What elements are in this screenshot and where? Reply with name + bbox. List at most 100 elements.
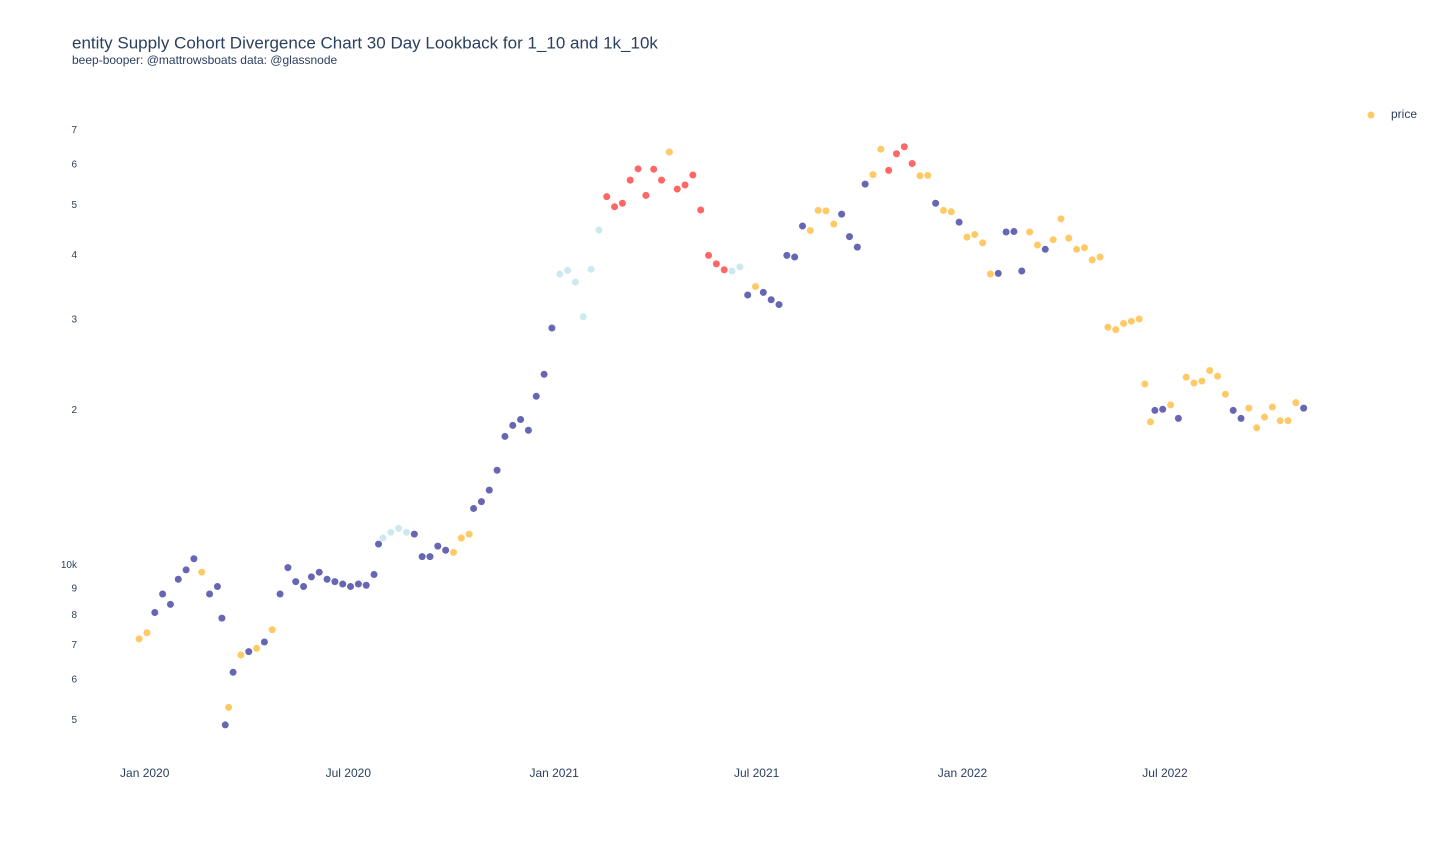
point bbox=[1159, 405, 1167, 413]
point bbox=[994, 269, 1002, 277]
point bbox=[1041, 245, 1049, 253]
point bbox=[268, 626, 276, 634]
y-tick-label: 7 bbox=[71, 125, 77, 136]
point bbox=[900, 143, 908, 151]
point bbox=[814, 206, 822, 214]
point bbox=[375, 540, 383, 548]
point bbox=[457, 534, 465, 542]
point bbox=[387, 528, 395, 536]
point bbox=[517, 416, 525, 424]
point bbox=[331, 578, 339, 586]
point bbox=[963, 233, 971, 241]
point bbox=[245, 648, 253, 656]
point bbox=[1096, 253, 1104, 261]
point bbox=[1073, 245, 1081, 253]
point bbox=[571, 278, 579, 286]
point bbox=[1268, 403, 1276, 411]
legend-label: price bbox=[1391, 107, 1417, 121]
point bbox=[752, 283, 760, 291]
y-tick-label: 8 bbox=[71, 610, 77, 621]
point bbox=[673, 185, 681, 193]
point bbox=[276, 590, 284, 598]
point bbox=[354, 580, 362, 588]
point bbox=[434, 542, 442, 550]
point bbox=[986, 270, 994, 278]
point bbox=[524, 426, 532, 434]
point bbox=[1049, 236, 1057, 244]
point bbox=[908, 160, 916, 168]
point bbox=[618, 199, 626, 207]
y-tick-label: 6 bbox=[71, 159, 77, 170]
point bbox=[626, 176, 634, 184]
point bbox=[1198, 377, 1206, 385]
legend-marker bbox=[1367, 111, 1375, 119]
point bbox=[485, 486, 493, 494]
point bbox=[307, 573, 315, 581]
point bbox=[1182, 373, 1190, 381]
x-tick-label: Jan 2022 bbox=[938, 766, 988, 780]
point bbox=[442, 546, 450, 554]
point bbox=[736, 263, 744, 271]
point bbox=[1253, 424, 1261, 432]
point bbox=[744, 291, 752, 299]
point bbox=[1261, 413, 1269, 421]
point bbox=[229, 668, 237, 676]
point bbox=[1151, 406, 1159, 414]
point bbox=[791, 253, 799, 261]
y-tick-label: 7 bbox=[71, 640, 77, 651]
point bbox=[665, 148, 673, 156]
point bbox=[225, 703, 233, 711]
point bbox=[916, 172, 924, 180]
point bbox=[465, 530, 473, 538]
point bbox=[501, 432, 509, 440]
point bbox=[838, 210, 846, 218]
point bbox=[1245, 404, 1253, 412]
point bbox=[1300, 404, 1308, 412]
point bbox=[681, 181, 689, 189]
point bbox=[218, 614, 226, 622]
point bbox=[300, 582, 308, 590]
point bbox=[634, 165, 642, 173]
point bbox=[237, 651, 245, 659]
point bbox=[1120, 319, 1128, 327]
point bbox=[174, 575, 182, 583]
point bbox=[720, 266, 728, 274]
y-tick-label: 10k bbox=[61, 560, 78, 571]
x-tick-label: Jul 2022 bbox=[1142, 766, 1188, 780]
y-tick-label: 9 bbox=[71, 584, 77, 595]
point bbox=[379, 534, 387, 542]
point bbox=[1026, 228, 1034, 236]
x-tick-label: Jul 2020 bbox=[326, 766, 372, 780]
point bbox=[1284, 417, 1292, 425]
point bbox=[221, 721, 229, 729]
point bbox=[347, 582, 355, 590]
point bbox=[284, 564, 292, 572]
point bbox=[1065, 234, 1073, 242]
point bbox=[712, 260, 720, 268]
point bbox=[213, 582, 221, 590]
point bbox=[767, 296, 775, 304]
point bbox=[853, 243, 861, 251]
point bbox=[1010, 228, 1018, 236]
y-tick-label: 4 bbox=[71, 250, 77, 261]
point bbox=[775, 301, 783, 309]
point bbox=[955, 218, 963, 226]
point bbox=[315, 568, 323, 576]
y-tick-label: 2 bbox=[71, 405, 77, 416]
point bbox=[697, 206, 705, 214]
point bbox=[1167, 401, 1175, 409]
y-tick-label: 5 bbox=[71, 715, 77, 726]
point bbox=[783, 251, 791, 259]
point bbox=[947, 208, 955, 216]
point bbox=[143, 629, 151, 637]
point bbox=[1033, 241, 1041, 249]
point bbox=[198, 568, 206, 576]
point bbox=[370, 571, 378, 579]
point bbox=[728, 267, 736, 275]
point bbox=[1174, 414, 1182, 422]
y-tick-label: 3 bbox=[71, 314, 77, 325]
point bbox=[705, 251, 713, 259]
point bbox=[603, 193, 611, 201]
point bbox=[806, 227, 814, 235]
chart-title: entity Supply Cohort Divergence Chart 30… bbox=[72, 33, 658, 52]
